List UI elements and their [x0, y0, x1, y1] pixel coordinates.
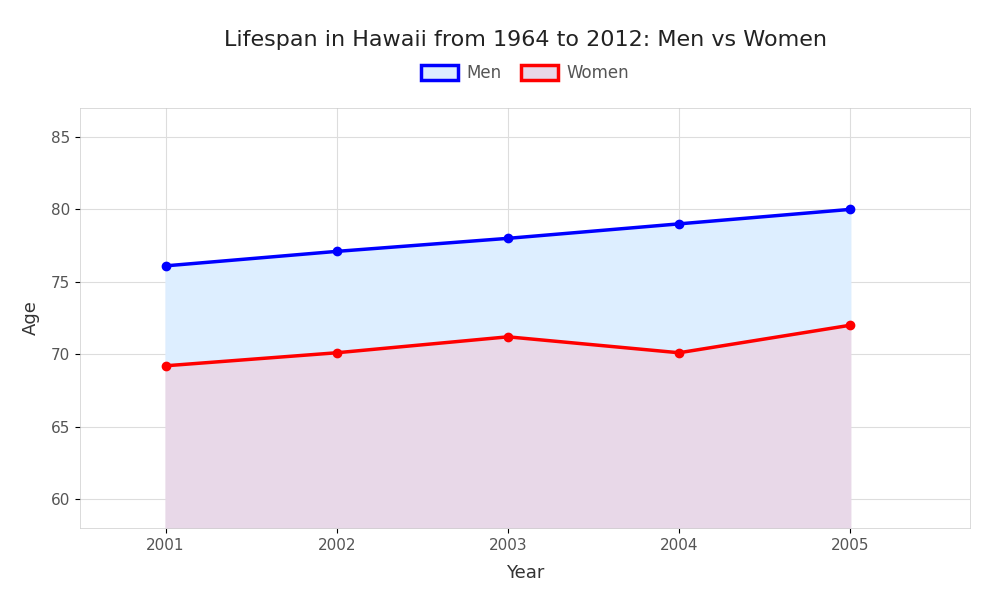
- Legend: Men, Women: Men, Women: [414, 58, 636, 89]
- Y-axis label: Age: Age: [22, 301, 40, 335]
- Title: Lifespan in Hawaii from 1964 to 2012: Men vs Women: Lifespan in Hawaii from 1964 to 2012: Me…: [224, 29, 826, 49]
- X-axis label: Year: Year: [506, 564, 544, 582]
